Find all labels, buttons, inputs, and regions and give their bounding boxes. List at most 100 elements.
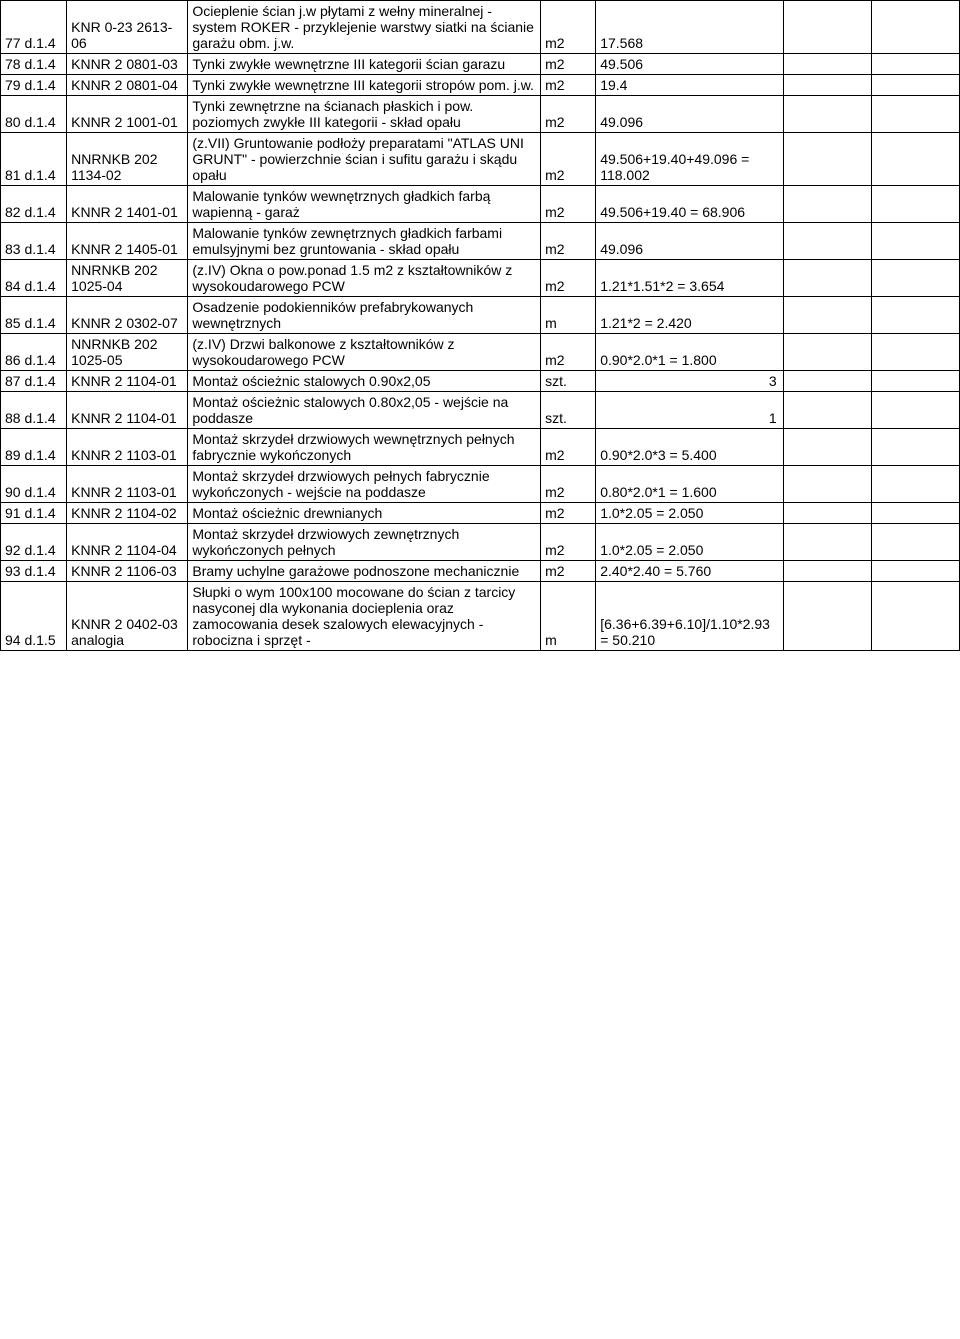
row-description: Montaż skrzydeł drzwiowych pełnych fabry…	[188, 466, 541, 503]
row-extra-2	[871, 75, 959, 96]
row-description: (z.VII) Gruntowanie podłoży preparatami …	[188, 133, 541, 186]
row-unit: m2	[541, 524, 596, 561]
row-description: Montaż skrzydeł drzwiowych wewnętrznych …	[188, 429, 541, 466]
row-quantity: 0.90*2.0*1 = 1.800	[596, 334, 783, 371]
cost-estimate-table: 77 d.1.4KNR 0-23 2613-06Ocieplenie ścian…	[0, 0, 960, 651]
row-code: KNNR 2 1104-01	[67, 392, 188, 429]
table-row: 79 d.1.4KNNR 2 0801-04Tynki zwykłe wewnę…	[1, 75, 960, 96]
row-extra-1	[783, 186, 871, 223]
row-code: KNNR 2 1401-01	[67, 186, 188, 223]
table-row: 84 d.1.4NNRNKB 202 1025-04(z.IV) Okna o …	[1, 260, 960, 297]
row-description: Malowanie tynków zewnętrznych gładkich f…	[188, 223, 541, 260]
row-extra-1	[783, 503, 871, 524]
row-quantity: 0.90*2.0*3 = 5.400	[596, 429, 783, 466]
row-extra-1	[783, 133, 871, 186]
row-extra-2	[871, 133, 959, 186]
row-quantity: 1.0*2.05 = 2.050	[596, 503, 783, 524]
row-extra-2	[871, 503, 959, 524]
row-description: Montaż ościeżnic drewnianych	[188, 503, 541, 524]
row-unit: m2	[541, 334, 596, 371]
row-quantity: 0.80*2.0*1 = 1.600	[596, 466, 783, 503]
row-extra-2	[871, 466, 959, 503]
row-extra-1	[783, 297, 871, 334]
row-extra-2	[871, 371, 959, 392]
table-row: 91 d.1.4KNNR 2 1104-02Montaż ościeżnic d…	[1, 503, 960, 524]
row-description: Tynki zwykłe wewnętrzne III kategorii śc…	[188, 54, 541, 75]
row-index: 83 d.1.4	[1, 223, 67, 260]
row-extra-1	[783, 260, 871, 297]
row-extra-2	[871, 524, 959, 561]
row-extra-2	[871, 392, 959, 429]
row-unit: m2	[541, 561, 596, 582]
row-extra-2	[871, 429, 959, 466]
row-code: KNNR 2 1001-01	[67, 96, 188, 133]
table-row: 81 d.1.4NNRNKB 202 1134-02(z.VII) Grunto…	[1, 133, 960, 186]
row-code: KNNR 2 1104-04	[67, 524, 188, 561]
row-unit: m	[541, 297, 596, 334]
row-index: 85 d.1.4	[1, 297, 67, 334]
table-row: 83 d.1.4KNNR 2 1405-01Malowanie tynków z…	[1, 223, 960, 260]
row-extra-1	[783, 75, 871, 96]
table-row: 85 d.1.4KNNR 2 0302-07Osadzenie podokien…	[1, 297, 960, 334]
table-row: 88 d.1.4KNNR 2 1104-01Montaż ościeżnic s…	[1, 392, 960, 429]
table-row: 86 d.1.4NNRNKB 202 1025-05(z.IV) Drzwi b…	[1, 334, 960, 371]
row-extra-2	[871, 223, 959, 260]
row-quantity: 1	[596, 392, 783, 429]
row-extra-1	[783, 524, 871, 561]
row-extra-2	[871, 54, 959, 75]
row-extra-2	[871, 582, 959, 651]
row-extra-1	[783, 54, 871, 75]
row-code: KNNR 2 1104-01	[67, 371, 188, 392]
row-index: 80 d.1.4	[1, 96, 67, 133]
row-quantity: 1.0*2.05 = 2.050	[596, 524, 783, 561]
row-index: 87 d.1.4	[1, 371, 67, 392]
row-quantity: 19.4	[596, 75, 783, 96]
row-index: 82 d.1.4	[1, 186, 67, 223]
row-code: KNNR 2 1103-01	[67, 429, 188, 466]
row-extra-2	[871, 1, 959, 54]
row-index: 88 d.1.4	[1, 392, 67, 429]
row-extra-2	[871, 96, 959, 133]
row-unit: m2	[541, 223, 596, 260]
row-code: KNNR 2 0801-04	[67, 75, 188, 96]
row-quantity: 49.506	[596, 54, 783, 75]
row-unit: m	[541, 582, 596, 651]
table-row: 94 d.1.5KNNR 2 0402-03 analogiaSłupki o …	[1, 582, 960, 651]
table-row: 87 d.1.4KNNR 2 1104-01Montaż ościeżnic s…	[1, 371, 960, 392]
row-index: 92 d.1.4	[1, 524, 67, 561]
row-unit: m2	[541, 96, 596, 133]
row-description: Słupki o wym 100x100 mocowane do ścian z…	[188, 582, 541, 651]
row-index: 91 d.1.4	[1, 503, 67, 524]
row-description: Tynki zwykłe wewnętrzne III kategorii st…	[188, 75, 541, 96]
row-quantity: 49.506+19.40+49.096 = 118.002	[596, 133, 783, 186]
row-quantity: 3	[596, 371, 783, 392]
row-unit: m2	[541, 75, 596, 96]
row-quantity: [6.36+6.39+6.10]/1.10*2.93 = 50.210	[596, 582, 783, 651]
row-unit: m2	[541, 429, 596, 466]
row-unit: m2	[541, 466, 596, 503]
row-index: 77 d.1.4	[1, 1, 67, 54]
row-index: 79 d.1.4	[1, 75, 67, 96]
row-extra-1	[783, 561, 871, 582]
row-description: Montaż skrzydeł drzwiowych zewnętrznych …	[188, 524, 541, 561]
row-code: KNNR 2 0402-03 analogia	[67, 582, 188, 651]
row-unit: m2	[541, 186, 596, 223]
row-quantity: 1.21*2 = 2.420	[596, 297, 783, 334]
row-extra-2	[871, 334, 959, 371]
row-extra-1	[783, 429, 871, 466]
row-unit: m2	[541, 54, 596, 75]
table-row: 78 d.1.4KNNR 2 0801-03Tynki zwykłe wewnę…	[1, 54, 960, 75]
row-code: KNNR 2 1104-02	[67, 503, 188, 524]
row-extra-2	[871, 186, 959, 223]
row-index: 89 d.1.4	[1, 429, 67, 466]
row-description: (z.IV) Okna o pow.ponad 1.5 m2 z kształt…	[188, 260, 541, 297]
row-code: KNNR 2 1405-01	[67, 223, 188, 260]
row-extra-1	[783, 392, 871, 429]
row-quantity: 1.21*1.51*2 = 3.654	[596, 260, 783, 297]
row-code: KNNR 2 1106-03	[67, 561, 188, 582]
table-row: 80 d.1.4KNNR 2 1001-01Tynki zewnętrzne n…	[1, 96, 960, 133]
row-description: Malowanie tynków wewnętrznych gładkich f…	[188, 186, 541, 223]
row-unit: szt.	[541, 392, 596, 429]
row-description: Montaż ościeżnic stalowych 0.90x2,05	[188, 371, 541, 392]
row-extra-2	[871, 260, 959, 297]
